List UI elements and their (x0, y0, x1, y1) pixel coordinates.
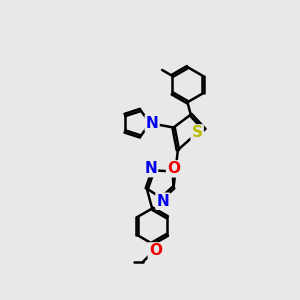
Text: N: N (157, 194, 169, 209)
Text: S: S (192, 125, 203, 140)
Text: N: N (146, 116, 158, 131)
Text: N: N (144, 161, 157, 176)
Text: O: O (149, 243, 162, 258)
Text: O: O (167, 161, 180, 176)
